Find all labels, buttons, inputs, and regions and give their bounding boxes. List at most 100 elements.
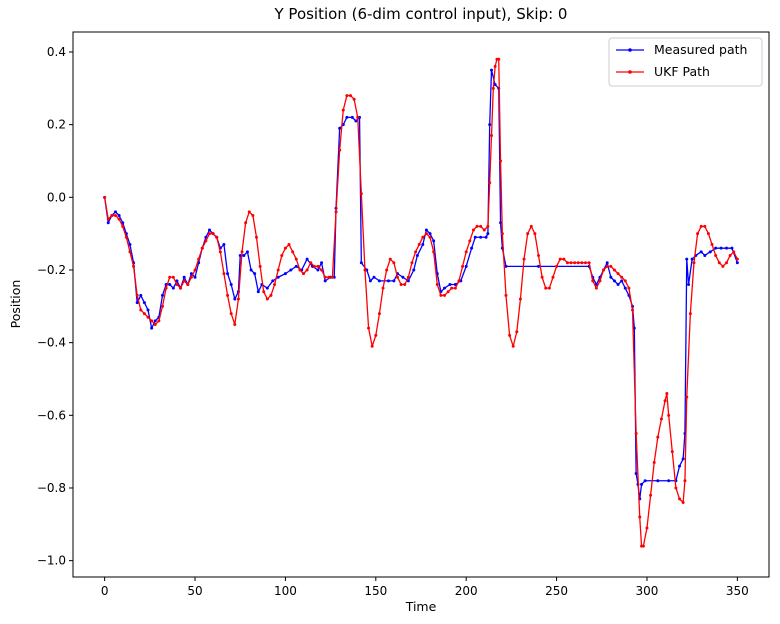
data-point xyxy=(179,286,183,290)
data-point xyxy=(486,232,490,236)
data-point xyxy=(439,293,443,297)
data-point xyxy=(616,283,620,287)
data-point xyxy=(207,228,211,232)
data-point xyxy=(461,264,465,268)
data-point xyxy=(262,290,266,294)
data-point xyxy=(640,482,644,486)
data-point xyxy=(197,257,201,261)
data-point xyxy=(415,253,419,257)
data-point xyxy=(687,283,691,287)
data-point xyxy=(652,461,656,465)
data-point xyxy=(482,228,486,232)
data-point xyxy=(254,235,258,239)
data-point xyxy=(490,134,493,138)
data-point xyxy=(453,286,457,290)
data-point xyxy=(349,94,352,98)
data-point xyxy=(696,232,700,236)
data-point xyxy=(287,243,291,247)
data-point xyxy=(537,264,541,268)
data-point xyxy=(359,261,363,265)
data-point xyxy=(663,399,667,403)
data-point xyxy=(370,344,374,348)
data-point xyxy=(522,257,526,261)
data-point xyxy=(338,126,342,130)
data-point xyxy=(717,261,721,265)
data-point xyxy=(146,315,150,319)
data-point xyxy=(470,246,474,250)
data-point xyxy=(103,195,107,199)
data-point xyxy=(471,228,475,232)
data-point xyxy=(529,224,533,228)
data-point xyxy=(706,232,710,236)
data-point xyxy=(175,283,179,287)
data-point xyxy=(128,250,132,254)
data-point xyxy=(186,283,190,287)
data-point xyxy=(714,253,718,257)
data-point xyxy=(283,246,287,250)
data-point xyxy=(406,275,410,279)
y-axis: −1.0 −0.8 −0.6 −0.4 −0.2 0.0 0.2 0.4 xyxy=(37,45,73,568)
legend-marker-measured xyxy=(628,48,632,52)
data-point xyxy=(251,213,255,217)
data-point xyxy=(681,457,685,461)
data-point xyxy=(222,243,226,247)
plot-frame xyxy=(72,31,770,578)
data-point xyxy=(330,275,334,279)
data-point xyxy=(139,293,143,297)
data-point xyxy=(500,232,504,236)
data-point xyxy=(612,279,616,283)
data-point xyxy=(714,246,718,250)
data-point xyxy=(399,283,403,287)
data-point xyxy=(511,344,515,348)
data-point xyxy=(659,417,663,421)
data-point xyxy=(381,286,385,290)
data-point xyxy=(401,275,405,279)
data-point xyxy=(160,293,164,297)
data-point xyxy=(327,275,331,279)
data-point xyxy=(350,115,354,119)
data-point xyxy=(537,253,541,257)
legend-label-ukf: UKF Path xyxy=(654,64,710,79)
data-point xyxy=(150,326,154,330)
data-point xyxy=(135,301,139,305)
data-point xyxy=(605,261,609,265)
data-point xyxy=(598,279,602,283)
data-point xyxy=(280,253,284,257)
data-point xyxy=(412,268,416,272)
y-tick-label: 0.0 xyxy=(47,190,66,204)
data-point xyxy=(121,224,125,228)
data-point xyxy=(728,253,732,257)
data-point xyxy=(699,250,703,254)
data-point xyxy=(352,97,356,101)
x-axis: 0 50 100 150 200 250 300 350 xyxy=(101,577,749,598)
data-point xyxy=(504,293,508,297)
data-point xyxy=(725,261,729,265)
data-point xyxy=(645,526,649,530)
data-point xyxy=(609,264,613,268)
x-tick-label: 250 xyxy=(545,584,568,598)
data-point xyxy=(367,326,371,330)
data-point xyxy=(233,297,237,301)
data-point xyxy=(558,257,562,261)
data-point xyxy=(562,257,566,261)
data-point xyxy=(609,275,613,279)
data-point xyxy=(421,243,425,247)
data-point xyxy=(113,213,117,217)
data-point xyxy=(305,268,309,272)
legend-label-measured: Measured path xyxy=(654,42,747,57)
data-point xyxy=(638,515,642,519)
legend-box xyxy=(608,37,763,87)
data-point xyxy=(171,275,175,279)
data-point xyxy=(242,253,246,257)
data-point xyxy=(345,115,349,119)
data-point xyxy=(354,119,358,123)
data-point xyxy=(323,279,327,283)
data-point xyxy=(620,275,624,279)
x-tick-label: 300 xyxy=(636,584,659,598)
data-point xyxy=(320,268,324,272)
data-point xyxy=(616,272,620,276)
data-point xyxy=(490,68,493,72)
data-point xyxy=(403,283,407,287)
data-point xyxy=(117,217,121,221)
data-point xyxy=(377,279,381,283)
